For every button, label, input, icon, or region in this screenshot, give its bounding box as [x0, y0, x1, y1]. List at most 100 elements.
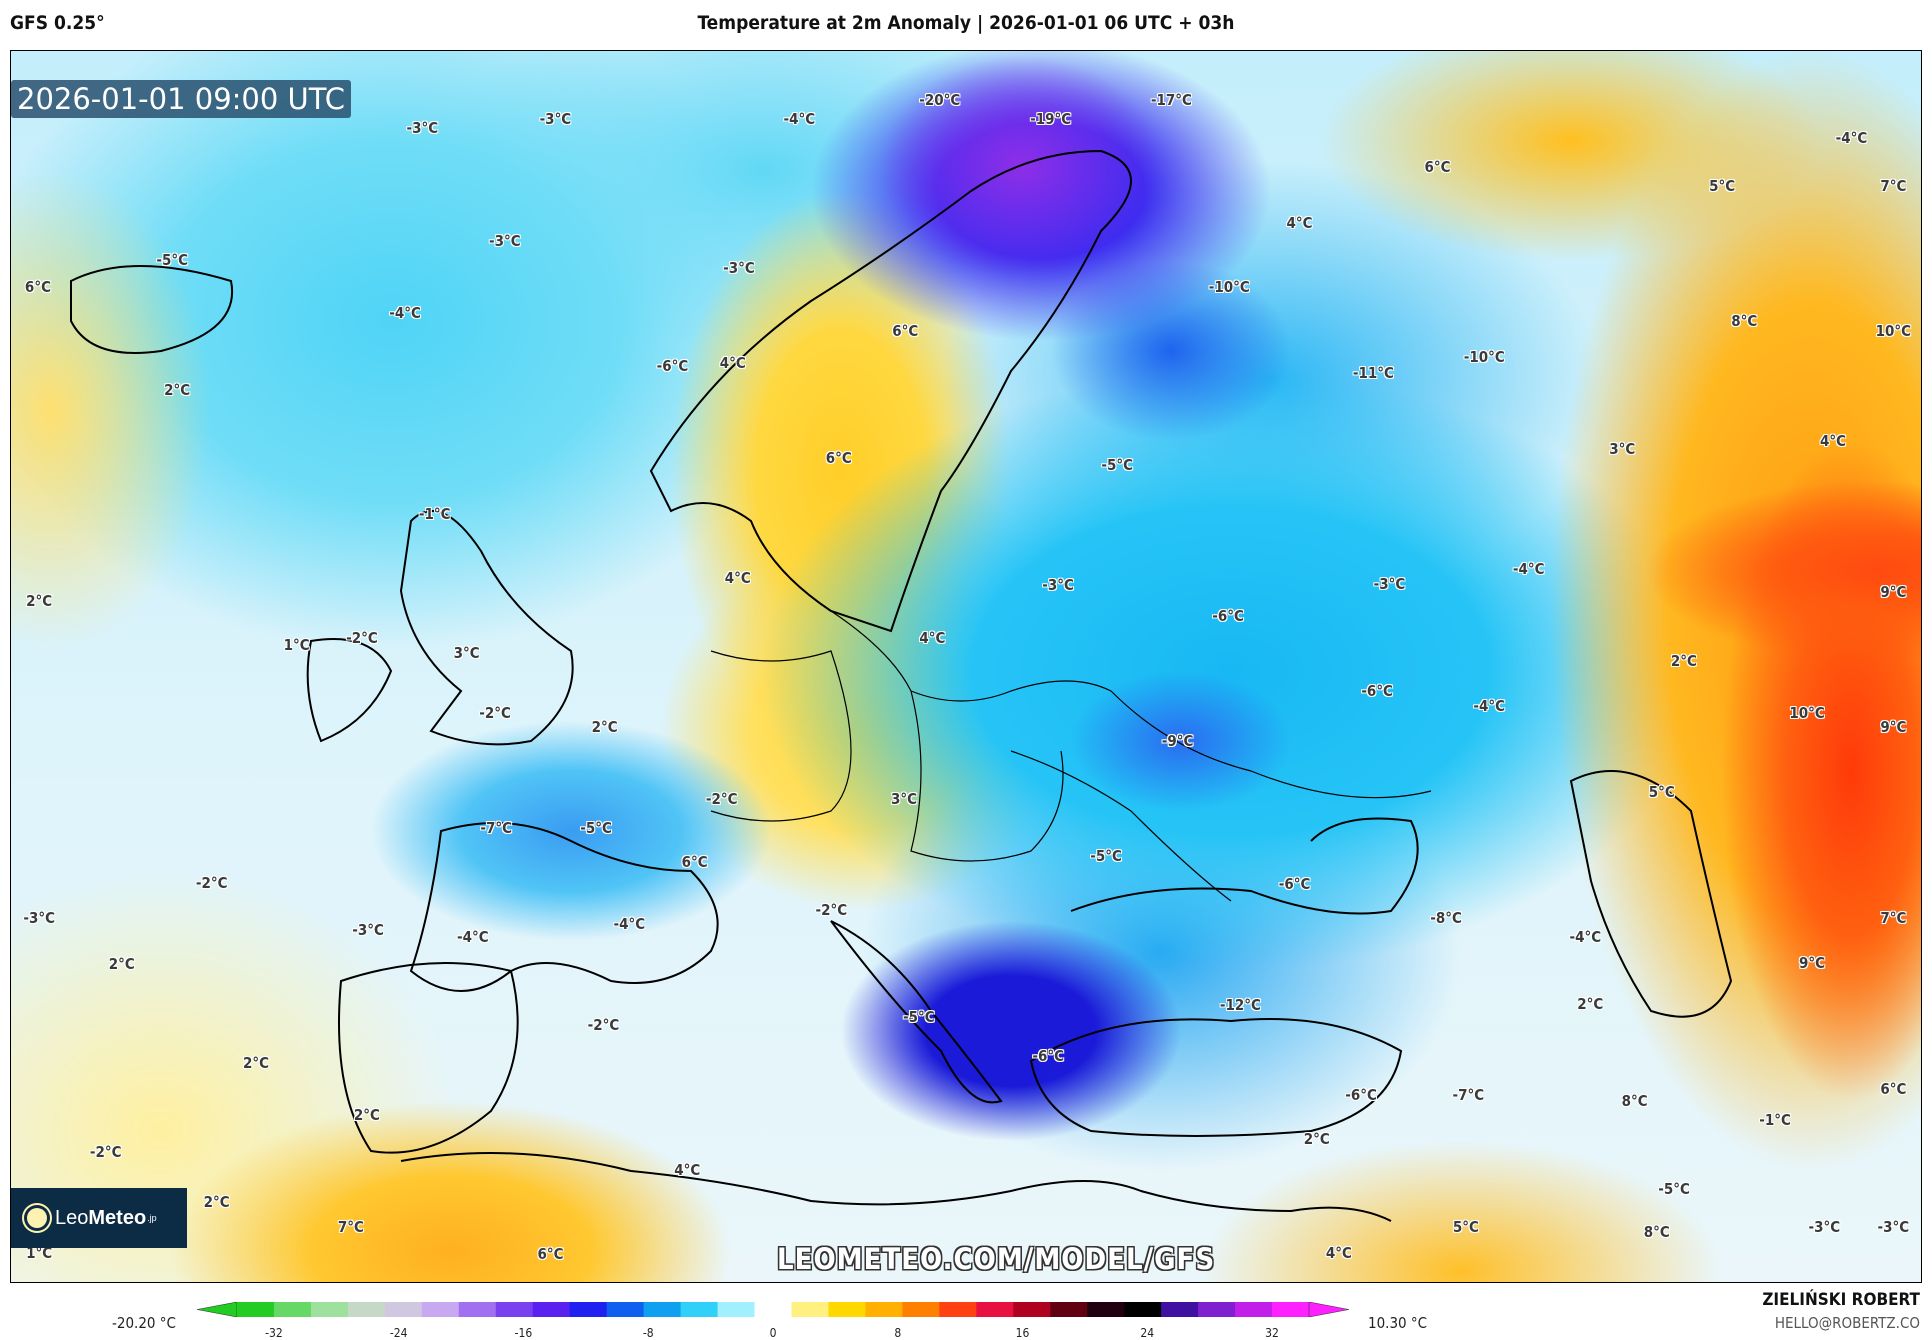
- colorbar-tick-label: -32: [265, 1326, 283, 1340]
- colorbar-swatch: [976, 1302, 1014, 1317]
- logo-bold: Meteo: [88, 1206, 147, 1229]
- temperature-label: -2°C: [815, 901, 848, 920]
- colorbar-max-label: 10.30 °C: [1368, 1314, 1428, 1332]
- temperature-label: 7°C: [337, 1217, 364, 1236]
- temperature-label: 2°C: [242, 1053, 270, 1072]
- colorbar-swatch: [1050, 1302, 1088, 1317]
- temperature-label: 10°C: [1875, 322, 1912, 341]
- temperature-label: 2°C: [108, 955, 135, 974]
- temperature-label: -4°C: [1569, 928, 1602, 947]
- temperature-label: 3°C: [891, 790, 918, 809]
- temperature-label: -7°C: [1452, 1086, 1485, 1105]
- valid-time-badge: 2026-01-01 09:00 UTC: [11, 80, 352, 118]
- temperature-label: 5°C: [1452, 1217, 1479, 1236]
- temperature-label: 6°C: [681, 853, 708, 872]
- temperature-label: -17°C: [1150, 90, 1192, 109]
- colorbar-swatch: [643, 1302, 682, 1317]
- temperature-label: 6°C: [1880, 1079, 1907, 1098]
- temperature-label: -6°C: [1212, 606, 1244, 625]
- colorbar-tick-label: 0: [769, 1326, 777, 1340]
- temperature-label: 2°C: [1577, 994, 1604, 1013]
- temperature-label: 2°C: [591, 717, 618, 736]
- temperature-label: 2°C: [1670, 652, 1697, 671]
- colorbar-swatch: [754, 1302, 792, 1317]
- temperature-label: 7°C: [1880, 176, 1907, 195]
- colorbar-swatch: [1087, 1302, 1125, 1317]
- colorbar-swatch: [421, 1302, 460, 1317]
- temperature-label: -9°C: [1161, 732, 1194, 751]
- leometeo-logo[interactable]: Leo Meteo .jp: [11, 1188, 187, 1248]
- temperature-label: 4°C: [724, 568, 751, 587]
- temperature-label: -6°C: [656, 356, 689, 375]
- temperature-label: -6°C: [1345, 1086, 1377, 1105]
- colorbar-swatch: [569, 1302, 608, 1317]
- temperature-label: 4°C: [1325, 1243, 1352, 1262]
- colorbar-tick-label: -24: [389, 1326, 408, 1340]
- temperature-label: -4°C: [613, 914, 646, 933]
- colorbar-tick-label: 32: [1265, 1326, 1279, 1340]
- temperature-label: 2°C: [26, 591, 53, 610]
- temperature-label: -5°C: [1090, 847, 1122, 865]
- colorbar-swatch: [791, 1302, 829, 1317]
- colorbar-swatch: [1124, 1302, 1162, 1317]
- temperature-label: -3°C: [1808, 1217, 1841, 1236]
- colorbar-min-label: -20.20 °C: [112, 1314, 176, 1332]
- temperature-label: -4°C: [1835, 128, 1868, 147]
- temperature-label: -5°C: [1101, 456, 1134, 475]
- colorbar-swatch: [939, 1302, 977, 1317]
- author-email[interactable]: HELLO@ROBERTZ.CO: [1774, 1314, 1920, 1332]
- temperature-label: -3°C: [489, 232, 521, 251]
- temperature-label: -2°C: [705, 790, 738, 809]
- temperature-label: -3°C: [1877, 1217, 1910, 1236]
- temperature-label: -20°C: [919, 90, 961, 109]
- temperature-label: 8°C: [1731, 312, 1758, 331]
- temperature-label: 9°C: [1799, 954, 1826, 973]
- temperature-label: -4°C: [783, 110, 816, 129]
- colorbar-tick-label: 16: [1015, 1326, 1030, 1340]
- colorbar-max-arrow: [1308, 1302, 1349, 1317]
- anomaly-map: -3°C -3°C -4°C -20°C -19°C -17°C -4°C 6°C 5°C 7°C…: [10, 50, 1922, 1283]
- colorbar-swatch: [273, 1302, 312, 1317]
- temperature-label: -3°C: [723, 259, 755, 278]
- temperature-label: -5°C: [580, 818, 612, 837]
- temperature-label: -19°C: [1030, 110, 1072, 129]
- colorbar-swatch: [532, 1302, 571, 1317]
- colorbar-tick-label: 8: [894, 1326, 902, 1340]
- model-name: GFS 0.25°: [10, 12, 105, 34]
- temperature-label: 2°C: [164, 381, 191, 400]
- temperature-label: -10°C: [1208, 277, 1250, 296]
- colorbar-swatch: [1198, 1302, 1236, 1317]
- temperature-label: 4°C: [919, 628, 946, 647]
- colorbar-swatch: [865, 1302, 903, 1317]
- temperature-label: -3°C: [1373, 574, 1406, 593]
- temperature-label: -4°C: [1473, 696, 1506, 715]
- temperature-label: -3°C: [539, 110, 572, 129]
- colorbar-tick-label: -16: [514, 1326, 533, 1340]
- temperature-label: -4°C: [1512, 559, 1545, 578]
- temperature-label: 5°C: [1648, 782, 1675, 801]
- temperature-label: 1°C: [283, 636, 310, 655]
- temperature-label: -5°C: [903, 1008, 935, 1027]
- temperature-label: -12°C: [1219, 996, 1261, 1015]
- temperature-label: -2°C: [479, 704, 511, 723]
- colorbar-swatch: [237, 1302, 275, 1317]
- temperature-label: 4°C: [719, 354, 746, 373]
- temperature-label: -3°C: [1042, 575, 1074, 594]
- temperature-label: 7°C: [1880, 908, 1907, 927]
- temperature-label: 4°C: [674, 1161, 701, 1180]
- colorbar-swatch: [1013, 1302, 1051, 1317]
- temperature-label: -4°C: [457, 928, 489, 947]
- temperature-label: 2°C: [1303, 1130, 1330, 1149]
- temperature-label: 8°C: [1621, 1092, 1648, 1111]
- colorbar-swatch: [606, 1302, 645, 1317]
- temperature-label: 6°C: [537, 1244, 564, 1263]
- temperature-label: -1°C: [418, 504, 451, 523]
- temperature-label: 9°C: [1880, 717, 1907, 736]
- temperature-label: -3°C: [352, 920, 384, 939]
- watermark: LEOMETEO.COM/MODEL/GFS: [777, 1242, 1216, 1276]
- temperature-label: 3°C: [453, 643, 480, 662]
- colorbar-tick-label: -8: [642, 1326, 654, 1340]
- temperature-label: -3°C: [406, 118, 439, 137]
- temperature-label: 3°C: [1609, 440, 1636, 459]
- temperature-label: -4°C: [389, 303, 421, 322]
